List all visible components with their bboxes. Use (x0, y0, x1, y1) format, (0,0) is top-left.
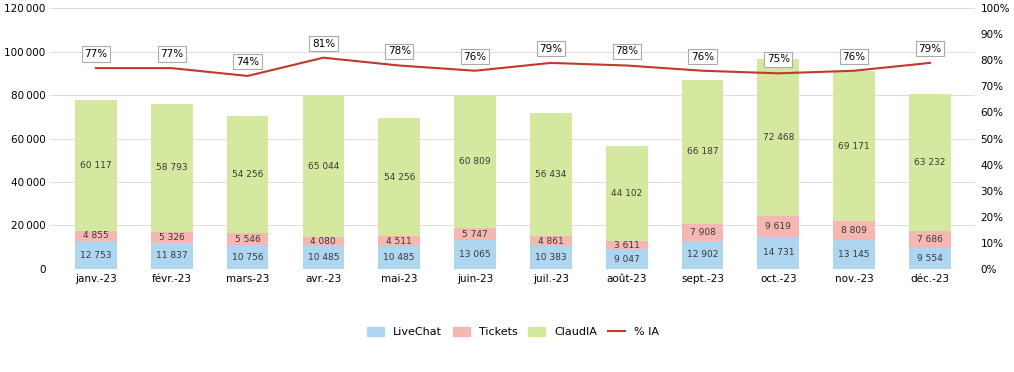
Bar (151, 104, 193, 232)
Bar (454, 96, 496, 228)
Text: 60 117: 60 117 (80, 161, 112, 170)
Text: 4 861: 4 861 (538, 237, 564, 246)
Text: 81%: 81% (312, 39, 335, 49)
Bar (681, 80, 723, 224)
Bar (227, 234, 269, 246)
Text: 63 232: 63 232 (915, 158, 946, 167)
Text: 8 809: 8 809 (842, 226, 867, 235)
Text: 9 554: 9 554 (917, 254, 943, 263)
Bar (302, 237, 344, 246)
Text: 12 753: 12 753 (80, 250, 112, 260)
Text: 7 908: 7 908 (690, 228, 716, 237)
Text: 44 102: 44 102 (611, 189, 642, 198)
Bar (530, 236, 572, 246)
Bar (454, 240, 496, 269)
Bar (757, 237, 799, 269)
Text: 76%: 76% (691, 52, 714, 62)
Bar (834, 240, 875, 269)
Bar (605, 241, 648, 249)
Text: 13 065: 13 065 (459, 250, 491, 259)
Text: 65 044: 65 044 (307, 162, 339, 171)
Text: 12 902: 12 902 (686, 250, 718, 259)
Bar (75, 231, 117, 241)
Text: 79%: 79% (919, 44, 942, 54)
Text: 7 686: 7 686 (917, 235, 943, 244)
Text: 5 546: 5 546 (234, 235, 261, 244)
Text: 56 434: 56 434 (535, 170, 567, 179)
Text: 3 611: 3 611 (613, 241, 640, 250)
Text: 13 145: 13 145 (839, 250, 870, 259)
Bar (530, 113, 572, 236)
Text: 5 326: 5 326 (159, 233, 185, 242)
Bar (910, 94, 951, 231)
Text: 69 171: 69 171 (839, 141, 870, 151)
Text: 78%: 78% (615, 46, 638, 57)
Text: 54 256: 54 256 (383, 173, 415, 182)
Text: 66 187: 66 187 (686, 147, 718, 156)
Text: 9 619: 9 619 (766, 222, 791, 231)
Bar (454, 228, 496, 240)
Bar (681, 224, 723, 241)
Text: 60 809: 60 809 (459, 157, 491, 166)
Bar (75, 241, 117, 269)
Text: 77%: 77% (84, 49, 107, 59)
Bar (227, 116, 269, 234)
Text: 14 731: 14 731 (763, 248, 794, 257)
Text: 11 837: 11 837 (156, 251, 188, 260)
Bar (378, 118, 420, 236)
Text: 4 080: 4 080 (310, 237, 337, 246)
Text: 10 756: 10 756 (232, 253, 264, 262)
Text: 77%: 77% (160, 49, 184, 59)
Bar (151, 232, 193, 243)
Text: 75%: 75% (767, 54, 790, 64)
Text: 74%: 74% (236, 57, 260, 67)
Bar (757, 216, 799, 237)
Bar (605, 145, 648, 241)
Bar (530, 246, 572, 269)
Text: 5 747: 5 747 (462, 230, 488, 239)
Text: 79%: 79% (539, 44, 563, 54)
Text: 9 047: 9 047 (613, 254, 640, 263)
Bar (910, 248, 951, 269)
Text: 72 468: 72 468 (763, 133, 794, 142)
Text: 58 793: 58 793 (156, 163, 188, 172)
Bar (834, 221, 875, 240)
Text: 10 383: 10 383 (535, 253, 567, 262)
Text: 4 511: 4 511 (386, 237, 412, 246)
Bar (227, 246, 269, 269)
Bar (378, 246, 420, 269)
Bar (681, 241, 723, 269)
Bar (302, 96, 344, 237)
Bar (378, 236, 420, 246)
Text: 54 256: 54 256 (232, 170, 264, 179)
Bar (605, 249, 648, 269)
Text: 76%: 76% (463, 52, 487, 62)
Text: 78%: 78% (387, 46, 411, 57)
Bar (302, 246, 344, 269)
Text: 4 855: 4 855 (83, 231, 108, 240)
Bar (151, 243, 193, 269)
Legend: LiveChat, Tickets, ClaudIA, % IA: LiveChat, Tickets, ClaudIA, % IA (363, 322, 663, 341)
Bar (757, 58, 799, 216)
Bar (910, 231, 951, 248)
Bar (834, 71, 875, 221)
Text: 76%: 76% (843, 52, 866, 62)
Text: 10 485: 10 485 (307, 253, 339, 262)
Text: 10 485: 10 485 (383, 253, 415, 262)
Bar (75, 100, 117, 231)
